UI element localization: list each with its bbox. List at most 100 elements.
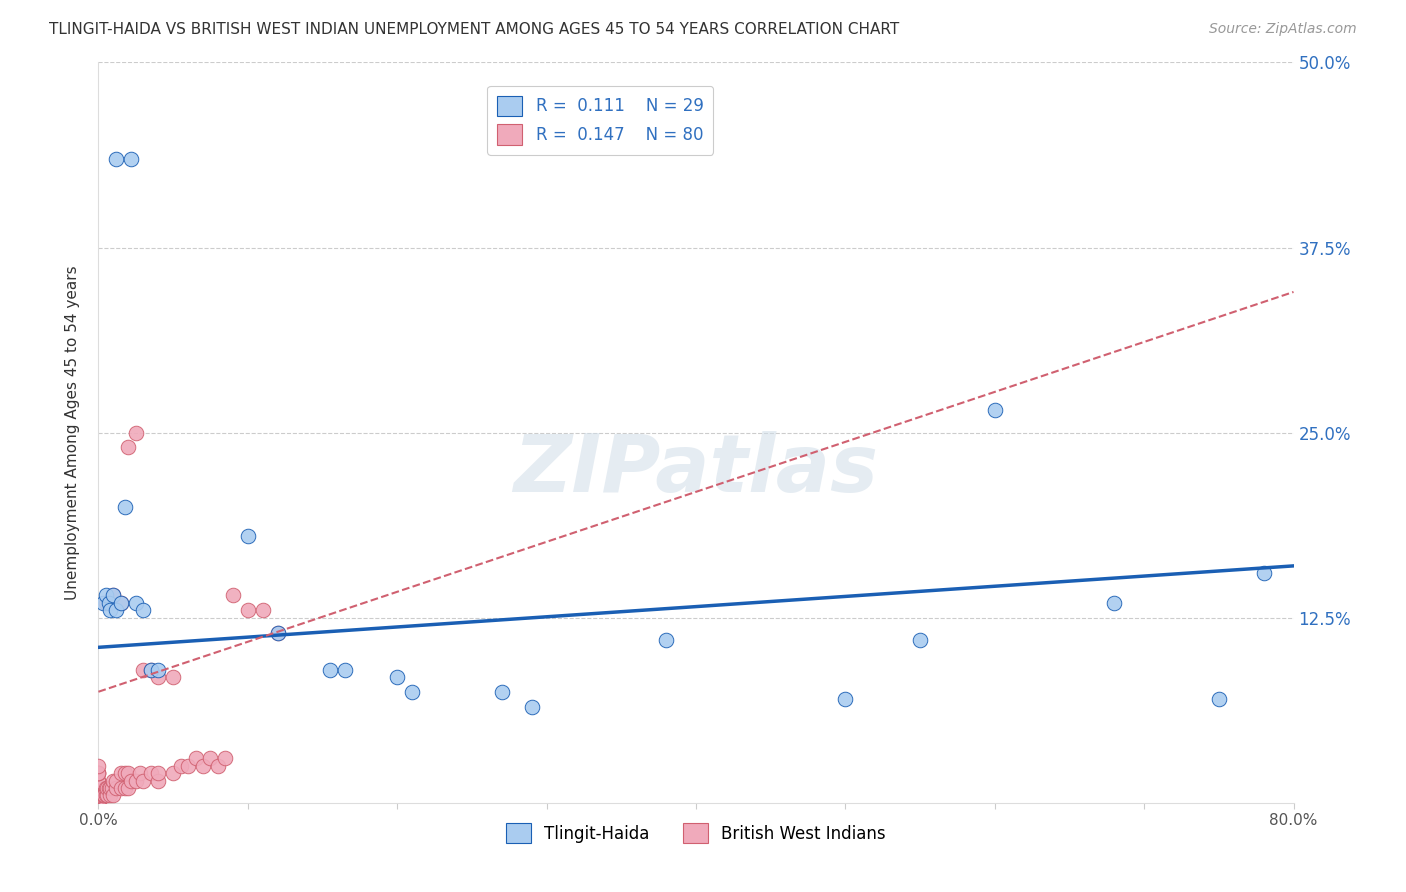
Point [236,529,259,543]
Point [125,425,148,440]
Point [267,625,290,640]
Point [87,796,110,810]
Point [110,780,132,795]
Point [94,780,117,795]
Point [96,780,118,795]
Point [103,773,125,788]
Point [125,596,148,610]
Point [97,780,120,795]
Point [114,500,136,514]
Point [87,796,110,810]
Point [200,751,222,765]
Point [105,152,128,166]
Point [87,796,110,810]
Point [984,403,1007,417]
Point [87,766,110,780]
Point [93,789,115,803]
Point [103,589,125,603]
Point [87,789,110,803]
Point [139,663,162,677]
Point [87,789,110,803]
Point [87,758,110,772]
Point [87,773,110,788]
Point [385,670,409,684]
Point [132,663,155,677]
Point [87,796,110,810]
Point [87,789,110,803]
Point [169,758,191,772]
Point [214,751,236,765]
Point [87,766,110,780]
Point [97,596,120,610]
Point [110,596,132,610]
Point [103,589,125,603]
Point [87,789,110,803]
Point [401,685,423,699]
Point [87,789,110,803]
Point [98,596,122,610]
Point [1253,566,1275,581]
Point [148,663,170,677]
Point [114,766,136,780]
Point [162,670,184,684]
Legend: Tlingit-Haida, British West Indians: Tlingit-Haida, British West Indians [499,816,893,850]
Point [207,758,229,772]
Point [110,766,132,780]
Text: TLINGIT-HAIDA VS BRITISH WEST INDIAN UNEMPLOYMENT AMONG AGES 45 TO 54 YEARS CORR: TLINGIT-HAIDA VS BRITISH WEST INDIAN UNE… [49,22,900,37]
Point [87,780,110,795]
Point [148,766,170,780]
Point [87,796,110,810]
Text: ZIPatlas: ZIPatlas [513,431,879,508]
Point [87,796,110,810]
Point [110,596,132,610]
Point [98,780,122,795]
Point [91,789,114,803]
Point [87,780,110,795]
Point [252,603,274,617]
Point [177,758,200,772]
Point [98,789,122,803]
Point [139,766,162,780]
Point [491,685,513,699]
Point [94,789,117,803]
Point [120,773,142,788]
Point [87,796,110,810]
Point [148,670,170,684]
Point [834,692,856,706]
Text: Source: ZipAtlas.com: Source: ZipAtlas.com [1209,22,1357,37]
Point [333,663,356,677]
Y-axis label: Unemployment Among Ages 45 to 54 years: Unemployment Among Ages 45 to 54 years [65,265,80,600]
Point [87,796,110,810]
Point [267,625,290,640]
Point [103,789,125,803]
Point [105,603,128,617]
Point [1208,692,1230,706]
Point [148,773,170,788]
Point [236,603,259,617]
Point [139,663,162,677]
Point [125,773,148,788]
Point [87,789,110,803]
Point [94,596,117,610]
Point [87,796,110,810]
Point [162,766,184,780]
Point [184,751,207,765]
Point [117,780,139,795]
Point [105,773,128,788]
Point [105,780,128,795]
Point [87,766,110,780]
Point [87,780,110,795]
Point [96,789,118,803]
Point [87,780,110,795]
Point [87,789,110,803]
Point [319,663,342,677]
Point [87,789,110,803]
Point [87,773,110,788]
Point [117,441,139,455]
Point [91,596,114,610]
Point [191,758,214,772]
Point [129,766,152,780]
Point [114,780,136,795]
Point [87,773,110,788]
Point [120,152,142,166]
